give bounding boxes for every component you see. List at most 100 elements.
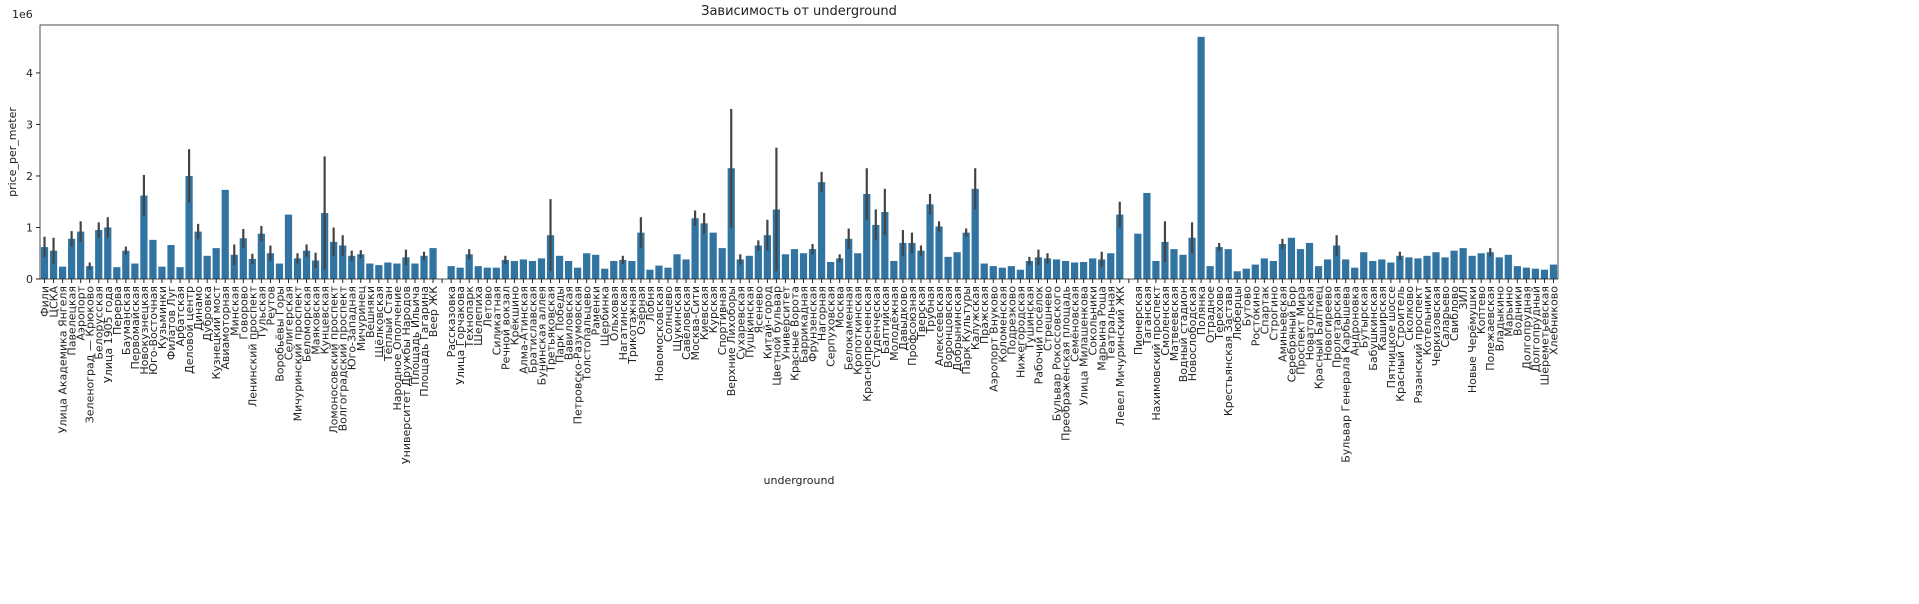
x-tick-label: Преображенская площадь [1060, 286, 1073, 441]
bar [1414, 258, 1422, 279]
x-tick-label: Свиблово [1448, 286, 1461, 341]
x-tick-label: Белокаменная [843, 286, 856, 370]
bar [799, 253, 808, 279]
x-tick-label: Марьино [1502, 286, 1515, 337]
bar [1052, 259, 1061, 279]
bar [140, 195, 148, 279]
x-tick-label: Семёновская [1069, 286, 1082, 362]
bar [953, 252, 961, 279]
bar [95, 230, 103, 279]
bar [664, 267, 672, 279]
x-tick-label: Пушкинская [743, 286, 756, 358]
x-tick-label: Цветной бульвар [770, 286, 783, 386]
x-tick-label: Веер ЖК [427, 286, 440, 337]
x-tick-label: Вешняки [364, 286, 377, 338]
bar [655, 265, 663, 279]
x-tick-label: Речной вокзал [499, 286, 512, 370]
bar [293, 258, 302, 279]
x-tick-label: Ленинский проспект [246, 285, 259, 407]
bar [1342, 259, 1350, 279]
bar [1495, 257, 1503, 279]
x-tick-label: Калужская [969, 286, 982, 350]
x-tick-label: Воробьёвы Горы [273, 286, 286, 382]
bar [239, 238, 247, 279]
bar [149, 239, 157, 279]
x-tick-label: Рассказовка [445, 286, 458, 357]
x-tick-label: Новомосковская [653, 286, 666, 381]
x-tick-label: Волгоградский проспект [337, 285, 350, 431]
x-tick-label: Тёплый Стан [382, 286, 395, 362]
x-tick-label: Курская [707, 286, 720, 333]
x-tick-label: Смоленская [1159, 286, 1172, 356]
bar [1269, 260, 1277, 279]
bar [402, 257, 410, 279]
bar [1107, 253, 1115, 279]
x-tick-label: Селигерская [282, 286, 295, 360]
bar [790, 249, 799, 279]
bar [221, 189, 229, 279]
bar [1351, 267, 1359, 279]
x-tick-label: Аминьевская [1276, 286, 1289, 362]
x-tick-label: Трубная [924, 286, 937, 335]
x-tick-label: Улица Милашенкова [1078, 286, 1091, 406]
x-tick-label: Марьина Роща [1096, 286, 1109, 371]
x-tick-label: Черкизовская [1430, 286, 1443, 366]
bar [610, 260, 618, 279]
bar [194, 231, 202, 279]
bar [1396, 255, 1404, 279]
bar [257, 233, 265, 279]
x-tick-label: Серпуховская [825, 286, 838, 367]
x-tick-label: Добрынинская [951, 286, 964, 371]
x-tick-label: Бутырская [1358, 286, 1371, 348]
bar [1314, 266, 1323, 279]
x-tick-label: Маяковская [310, 286, 323, 355]
bar [574, 267, 582, 279]
bar [1070, 262, 1079, 279]
x-tick-label: Спартак [1258, 286, 1271, 335]
x-tick-label: Таганская [1141, 286, 1154, 346]
bar [528, 260, 537, 279]
x-tick-label: Трикотажная [626, 286, 639, 365]
bar [1477, 253, 1485, 279]
bar [1287, 237, 1296, 279]
x-tick-label: Петровско-Разумовская [572, 286, 585, 424]
x-tick-label: Павелецкая [66, 286, 79, 356]
bar [619, 259, 627, 279]
x-tick-label: Бунинская аллея [535, 286, 548, 385]
x-tick-label: Долгопрудный [1529, 286, 1542, 372]
bar [1170, 249, 1178, 279]
bar [1061, 260, 1070, 279]
x-tick-label: Фили [39, 286, 52, 317]
x-tick-label: Раменки [590, 286, 603, 335]
y-tick-label: 3 [26, 118, 33, 131]
bar [998, 267, 1006, 279]
bar [68, 238, 76, 279]
x-tick-label: Кунцевская [319, 286, 332, 354]
x-tick-label: Беломорская [301, 286, 314, 362]
x-tick-label: Нахимовский проспект [1150, 285, 1163, 420]
bar [1378, 259, 1386, 279]
bar [1043, 258, 1052, 279]
bar [1305, 242, 1314, 279]
x-tick-label: Щербинка [599, 286, 612, 346]
bar [962, 232, 970, 279]
x-tick-label: Владыкино [1493, 286, 1506, 352]
bar [673, 254, 681, 279]
bar [555, 255, 564, 279]
bar [592, 254, 600, 279]
bar [1233, 271, 1241, 279]
bar [1369, 260, 1377, 279]
x-tick-label: ЦСКА [48, 286, 61, 318]
x-tick-label: Университет Дружбы Народов [400, 286, 413, 464]
x-tick-label: Парк Победы [554, 286, 567, 363]
bar [1224, 249, 1232, 279]
bar [86, 266, 94, 279]
bar [1116, 214, 1124, 279]
x-axis-label: underground [764, 474, 835, 487]
bar [1197, 36, 1205, 279]
x-tick-label: Хлебниково [1547, 286, 1560, 355]
x-tick-label: Говорово [237, 286, 250, 340]
bar [311, 260, 320, 279]
bar [1360, 252, 1368, 279]
x-tick-label: Пионерская [1132, 286, 1145, 355]
